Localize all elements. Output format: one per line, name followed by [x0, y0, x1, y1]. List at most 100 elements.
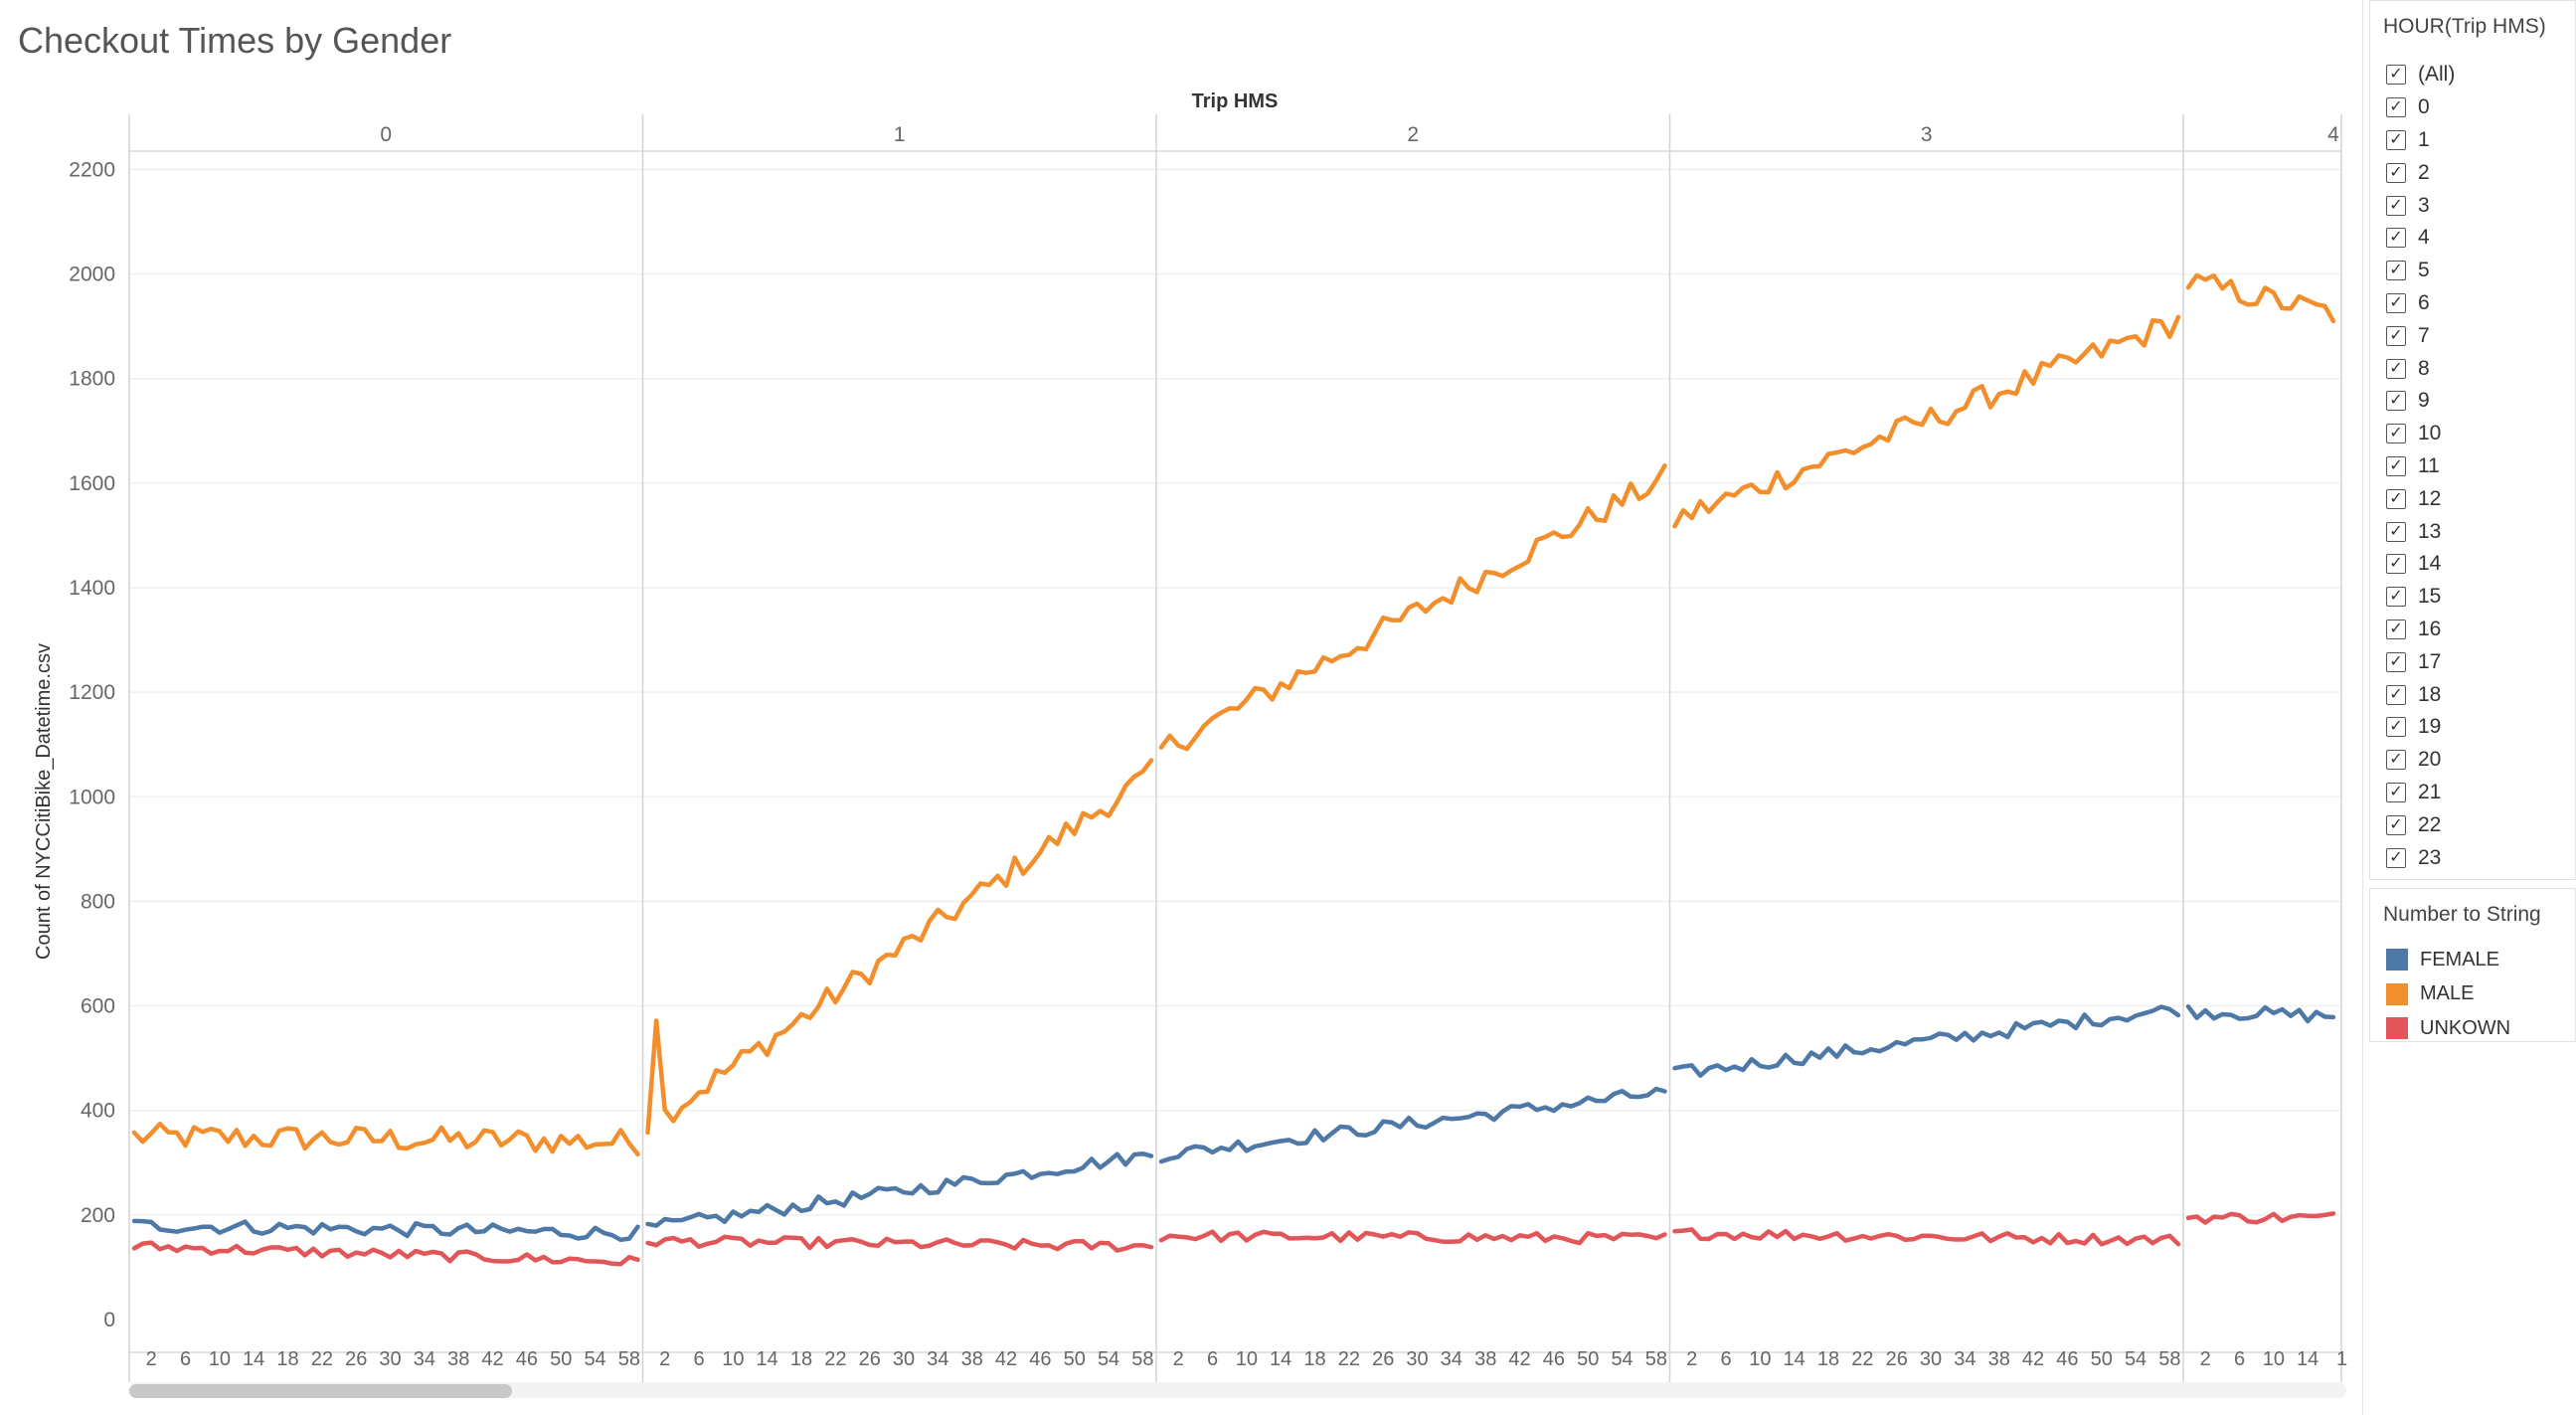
checkbox-checked-icon[interactable]: ✓	[2386, 521, 2406, 542]
filter-item[interactable]: ✓ (All)	[2386, 59, 2575, 91]
filter-item[interactable]: ✓ 7	[2386, 319, 2575, 352]
checkbox-checked-icon[interactable]: ✓	[2386, 391, 2406, 412]
x-tick-label: 26	[859, 1348, 881, 1370]
series-line-male	[2185, 272, 2336, 324]
filter-item[interactable]: ✓ 8	[2386, 352, 2575, 385]
checkbox-checked-icon[interactable]: ✓	[2386, 424, 2406, 444]
filter-item[interactable]: ✓ 12	[2386, 482, 2575, 515]
right-panel: HOUR(Trip HMS) ✓ (All) ✓ 0 ✓ 1 ✓ 2 ✓ 3 ✓ 4 ✓ 5 ✓ 6 ✓ 7 ✓ 8 ✓…	[2366, 0, 2576, 1415]
y-tick-label: 1800	[69, 368, 115, 391]
checkbox-checked-icon[interactable]: ✓	[2386, 97, 2406, 118]
checkbox-checked-icon[interactable]: ✓	[2386, 358, 2406, 379]
series-line-unkown	[1158, 1229, 1667, 1246]
legend-label: UNKOWN	[2420, 1016, 2511, 1039]
checkbox-checked-icon[interactable]: ✓	[2386, 195, 2406, 216]
filter-item[interactable]: ✓ 13	[2386, 515, 2575, 548]
filter-item-label: 11	[2418, 453, 2440, 477]
filter-item[interactable]: ✓ 23	[2386, 841, 2575, 874]
x-tick-label: 42	[481, 1348, 503, 1370]
y-tick-label: 800	[81, 890, 115, 913]
x-tick-label: 30	[893, 1348, 915, 1370]
filter-item-label: 9	[2418, 389, 2430, 413]
x-tick-label: 26	[1372, 1348, 1394, 1370]
legend-item[interactable]: MALE	[2386, 977, 2510, 1012]
checkbox-checked-icon[interactable]: ✓	[2386, 684, 2406, 705]
checkbox-checked-icon[interactable]: ✓	[2386, 162, 2406, 183]
filter-item[interactable]: ✓ 21	[2386, 777, 2575, 809]
checkbox-checked-icon[interactable]: ✓	[2386, 554, 2406, 575]
x-tick-label: 50	[1577, 1348, 1599, 1370]
y-tick-label: 1200	[69, 681, 115, 704]
filter-item[interactable]: ✓ 6	[2386, 287, 2575, 320]
checkbox-checked-icon[interactable]: ✓	[2386, 587, 2406, 608]
series-line-unkown	[645, 1234, 1154, 1253]
x-tick-label: 50	[1064, 1348, 1086, 1370]
checkbox-checked-icon[interactable]: ✓	[2386, 129, 2406, 150]
filter-item[interactable]: ✓ 5	[2386, 255, 2575, 287]
checkbox-checked-icon[interactable]: ✓	[2386, 847, 2406, 868]
panel-header-band	[129, 114, 2341, 151]
checkbox-checked-icon[interactable]: ✓	[2386, 750, 2406, 771]
x-tick-label: 10	[209, 1348, 231, 1370]
filter-item[interactable]: ✓ 4	[2386, 222, 2575, 255]
filter-item-label: 22	[2418, 812, 2442, 836]
checkbox-checked-icon[interactable]: ✓	[2386, 782, 2406, 802]
filter-item[interactable]: ✓ 18	[2386, 678, 2575, 711]
filter-item[interactable]: ✓ 1	[2386, 124, 2575, 157]
checkbox-checked-icon[interactable]: ✓	[2386, 455, 2406, 476]
checkbox-checked-icon[interactable]: ✓	[2386, 814, 2406, 835]
series-line-male	[1158, 462, 1667, 752]
legend-item[interactable]: FEMALE	[2386, 943, 2510, 977]
filter-item[interactable]: ✓ 10	[2386, 418, 2575, 450]
filter-item[interactable]: ✓ 11	[2386, 450, 2575, 483]
x-tick-label: 42	[1508, 1348, 1530, 1370]
panel-header-label: 4	[2327, 123, 2339, 146]
checkbox-checked-icon[interactable]: ✓	[2386, 651, 2406, 672]
checkbox-checked-icon[interactable]: ✓	[2386, 292, 2406, 313]
legend-item[interactable]: UNKOWN	[2386, 1011, 2510, 1046]
filter-item[interactable]: ✓ 0	[2386, 91, 2575, 124]
filter-item[interactable]: ✓ 19	[2386, 711, 2575, 744]
scrollbar-thumb[interactable]	[129, 1384, 512, 1398]
filter-list: ✓ (All) ✓ 0 ✓ 1 ✓ 2 ✓ 3 ✓ 4 ✓ 5 ✓ 6 ✓ 7 ✓ 8 ✓ 9 ✓ 10 ✓ 11 ✓ 12 ✓ 13 ✓ 1…	[2386, 59, 2575, 874]
checkbox-checked-icon[interactable]: ✓	[2386, 325, 2406, 346]
checkbox-checked-icon[interactable]: ✓	[2386, 619, 2406, 639]
checkbox-checked-icon[interactable]: ✓	[2386, 261, 2406, 281]
filter-item[interactable]: ✓ 22	[2386, 808, 2575, 841]
checkbox-checked-icon[interactable]: ✓	[2386, 488, 2406, 509]
horizontal-scrollbar[interactable]	[129, 1382, 2346, 1398]
checkbox-checked-icon[interactable]: ✓	[2386, 717, 2406, 738]
x-tick-label: 6	[180, 1348, 191, 1370]
filter-item[interactable]: ✓ 9	[2386, 385, 2575, 418]
filter-item[interactable]: ✓ 20	[2386, 744, 2575, 777]
filter-item[interactable]: ✓ 3	[2386, 189, 2575, 222]
x-tick-label: 50	[2091, 1348, 2113, 1370]
series-line-unkown	[1672, 1227, 2181, 1247]
x-tick-label: 10	[1236, 1348, 1258, 1370]
y-tick-label: 1600	[69, 472, 115, 495]
x-tick-label: 46	[2056, 1348, 2078, 1370]
x-tick-label: 22	[1851, 1348, 1873, 1370]
x-tick-label: 34	[414, 1348, 435, 1370]
x-tick-label: 6	[2234, 1348, 2245, 1370]
filter-item[interactable]: ✓ 15	[2386, 581, 2575, 614]
filter-item-label: 13	[2418, 519, 2442, 543]
checkbox-checked-icon[interactable]: ✓	[2386, 228, 2406, 249]
legend-list: FEMALE MALE UNKOWN	[2386, 943, 2510, 1046]
x-tick-label: 26	[345, 1348, 367, 1370]
filter-item[interactable]: ✓ 2	[2386, 156, 2575, 189]
filter-item-label: 18	[2418, 682, 2442, 706]
filter-item[interactable]: ✓ 17	[2386, 645, 2575, 678]
x-tick-label: 22	[311, 1348, 333, 1370]
filter-item[interactable]: ✓ 16	[2386, 614, 2575, 646]
filter-item-label: 1	[2418, 127, 2430, 151]
y-tick-label: 0	[103, 1309, 115, 1331]
series-line-female	[131, 1218, 640, 1243]
filter-item-label: 20	[2418, 748, 2442, 772]
checkbox-checked-icon[interactable]: ✓	[2386, 65, 2406, 86]
filter-item[interactable]: ✓ 14	[2386, 548, 2575, 581]
x-tick-label: 2	[1686, 1348, 1697, 1370]
x-tick-label: 58	[1645, 1348, 1667, 1370]
x-tick-label: 58	[2158, 1348, 2180, 1370]
x-tick-label: 54	[1098, 1348, 1119, 1370]
